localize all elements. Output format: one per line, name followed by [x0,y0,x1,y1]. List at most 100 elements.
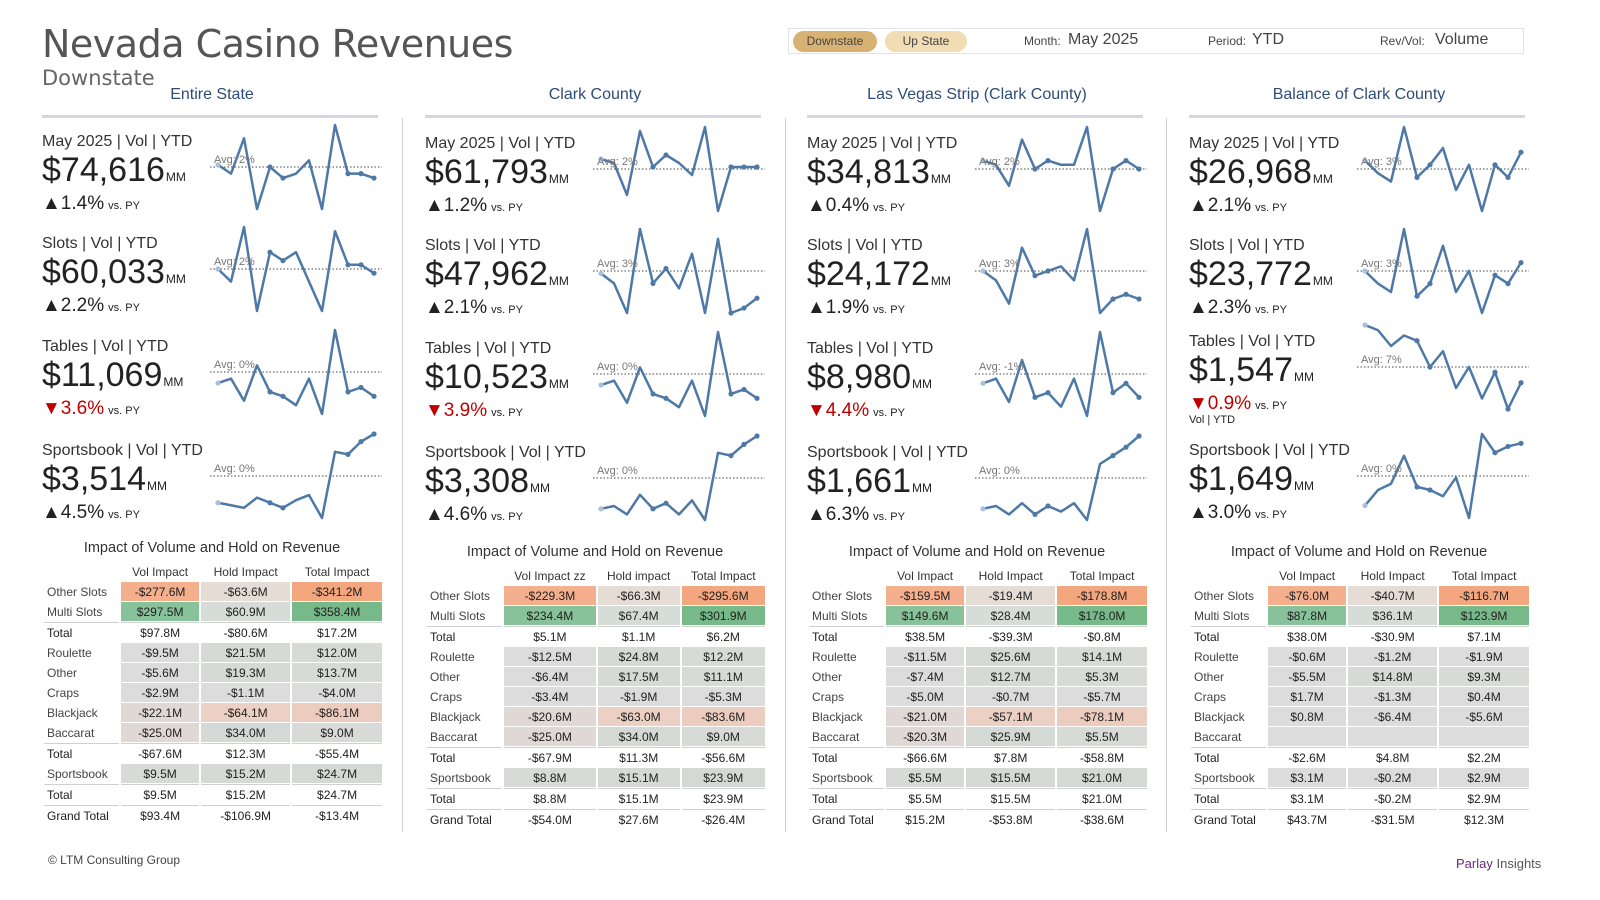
sparkline-point [280,505,286,511]
table-total-row: Total $5.1M $1.1M $6.2M [427,626,765,646]
table-cell: -$11.5M [886,647,965,666]
kpi-unit: MM [912,377,932,391]
kpi-card: Slots | Vol | YTD $60,033MM ▲2.2% vs. PY Avg… [42,225,382,335]
table-cell: -$0.2M [1348,788,1438,808]
sparkline-point [1427,281,1433,287]
row-label: Blackjack [812,709,863,724]
sparkline-point [371,270,377,276]
revvol-label: Rev/Vol: [1380,34,1425,48]
table-cell: -$159.5M [886,586,965,605]
kpi-vs-label: vs. PY [873,511,905,523]
sparkline-point [345,171,351,177]
table-total-row: Grand Total $93.4M -$106.9M -$13.4M [44,805,382,825]
table-cell: $23.9M [681,788,765,808]
sparkline-point [1123,380,1129,386]
table-header-row: Vol Impact Hold Impact Total Impact [1191,566,1529,585]
kpi-card: May 2025 | Vol | YTD $34,813MM ▲0.4% vs. PY… [807,125,1147,235]
kpi-card: Sportsbook | Vol | YTD $3,308MM ▲4.6% vs. P… [425,433,765,544]
kpi-change-value: ▲2.1% [1189,195,1252,216]
table-cell: -$30.9M [1348,626,1438,646]
table-row: Craps $1.7M -$1.3M $0.4M [1191,687,1529,706]
toggle-upstate-button[interactable]: Up State [885,31,967,52]
sparkline-point [215,380,221,386]
table-cell: $93.4M [121,805,200,825]
kpi-card: Slots | Vol | YTD $24,172MM ▲1.9% vs. PY Avg… [807,227,1147,337]
table-cell: $13.7M [292,663,382,682]
table-cell: -$20.6M [504,707,596,726]
impact-table: Vol Impact Hold Impact Total Impact Other S… [807,565,1149,830]
period-select[interactable]: YTD [1252,31,1284,48]
revvol-select[interactable]: Volume [1435,31,1489,48]
kpi-label: Sportsbook | Vol | YTD [807,444,968,461]
table-cell: $24.7M [292,784,382,804]
table-cell: -$40.7M [1348,586,1438,605]
kpi-change-value: ▲4.5% [42,502,105,523]
kpi-change-value: ▲3.0% [1189,502,1252,523]
month-select[interactable]: May 2025 [1068,31,1139,48]
sparkline-point [280,258,286,264]
toggle-downstate-button[interactable]: Downstate [793,31,877,52]
table-cell: $9.5M [121,784,200,804]
table-cell: -$3.4M [504,687,596,706]
kpi-unit: MM [163,375,184,389]
table-row: Blackjack -$21.0M -$57.1M -$78.1M [809,707,1147,726]
table-row: Roulette -$12.5M $24.8M $12.2M [427,647,765,666]
filter-bar: Downstate Up State Month: May 2025 Perio… [788,28,1524,54]
table-header-row: Vol Impact Hold Impact Total Impact [809,566,1147,585]
table-cell: $5.5M [886,768,965,787]
brand-logo: Parlay Insights [1456,856,1541,871]
kpi-vs-label: vs. PY [1255,400,1287,412]
table-cell: -$9.5M [121,643,200,662]
sparkline-point [1110,453,1116,459]
table-cell: $12.3M [201,743,291,763]
kpi-unit: MM [1312,172,1333,186]
table-cell [1439,727,1529,746]
kpi-unit: MM [548,274,569,288]
sparkline-chart: Avg: 3% [1357,125,1529,213]
table-cell: $27.6M [597,809,680,829]
sparkline-point [267,249,273,255]
table-cell: -$66.6M [886,747,965,767]
impact-table: Vol Impact zz Hold impact Total Impact Othe… [425,565,767,830]
table-cell: $43.7M [1268,809,1347,829]
kpi-value: $11,069MM [42,356,183,395]
row-label: Total [809,626,884,646]
table-cell: -$5.0M [886,687,965,706]
sparkline-point [754,395,760,401]
row-label: Grand Total [427,809,502,829]
sparkline-point [598,156,604,162]
kpi-change-value: ▲0.4% [807,195,870,216]
row-label: Grand Total [809,809,884,829]
table-cell: $21.5M [201,643,291,662]
kpi-card: Tables | Vol | YTD $8,980MM ▼4.4% vs. PY Avg… [807,330,1147,440]
table-total-row: Total -$66.6M $7.8M -$58.8M [809,747,1147,767]
row-label: Baccarat [812,729,860,744]
sparkline-point [1110,390,1116,396]
table-cell: $60.9M [201,602,291,621]
kpi-amount: $1,649 [1189,460,1293,498]
sparkline-point [1136,296,1142,302]
sparkline-point [371,393,377,399]
sparkline-point [650,506,656,512]
period-label: Period: [1208,34,1247,48]
sparkline-point [1518,260,1524,266]
sparkline-point [650,164,656,170]
sparkline-point [1427,487,1433,493]
kpi-change: ▲4.6% vs. PY [425,504,523,526]
kpi-extra-label: Vol | YTD [1189,414,1236,426]
region-title: Entire State [170,86,254,103]
table-cell: -$76.0M [1268,586,1347,605]
kpi-amount: $11,069 [42,356,163,394]
table-cell: $97.8M [121,622,200,642]
sparkline-point [1492,162,1498,168]
kpi-change: ▲2.3% vs. PY [1189,297,1287,319]
sparkline-point [1427,364,1433,370]
sparkline-point [741,386,747,393]
row-label: Total [427,626,502,646]
table-total-row: Total $38.0M -$30.9M $7.1M [1191,626,1529,646]
sparkline-point [1505,281,1511,287]
kpi-change: ▲6.3% vs. PY [807,504,905,526]
sparkline-point [1518,149,1524,155]
kpi-vs-label: vs. PY [873,407,905,419]
sparkline-point [1414,174,1420,180]
